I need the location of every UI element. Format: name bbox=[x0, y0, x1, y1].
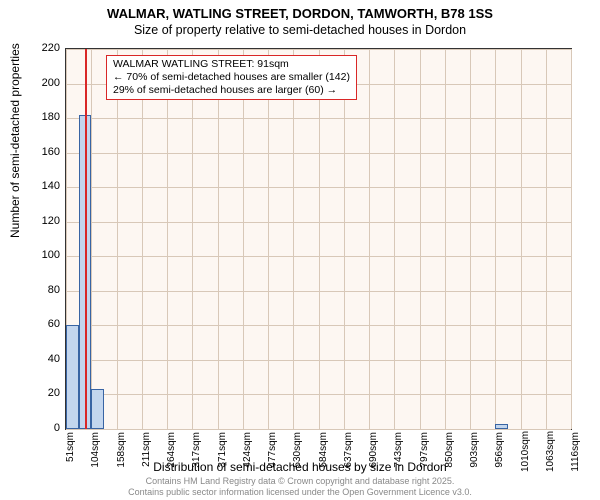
y-tick-label: 140 bbox=[20, 180, 60, 192]
x-tick-label: 743sqm bbox=[393, 432, 404, 472]
x-gridline bbox=[546, 49, 547, 429]
x-tick-label: 956sqm bbox=[494, 432, 505, 472]
y-tick-label: 160 bbox=[20, 146, 60, 158]
x-gridline bbox=[445, 49, 446, 429]
annotation-box: WALMAR WATLING STREET: 91sqm ← 70% of se… bbox=[106, 55, 357, 100]
x-gridline bbox=[319, 49, 320, 429]
footer-line1: Contains HM Land Registry data © Crown c… bbox=[146, 476, 455, 486]
x-gridline bbox=[218, 49, 219, 429]
x-tick-label: 530sqm bbox=[292, 432, 303, 472]
x-tick-label: 264sqm bbox=[166, 432, 177, 472]
x-tick-label: 1116sqm bbox=[570, 432, 581, 472]
y-tick-label: 220 bbox=[20, 42, 60, 54]
x-tick-label: 158sqm bbox=[116, 432, 127, 472]
y-tick-label: 200 bbox=[20, 77, 60, 89]
x-gridline bbox=[420, 49, 421, 429]
x-gridline bbox=[369, 49, 370, 429]
x-gridline bbox=[495, 49, 496, 429]
x-gridline bbox=[571, 49, 572, 429]
x-gridline bbox=[293, 49, 294, 429]
footer-line2: Contains public sector information licen… bbox=[128, 487, 472, 497]
y-tick-label: 180 bbox=[20, 111, 60, 123]
x-gridline bbox=[91, 49, 92, 429]
x-gridline bbox=[142, 49, 143, 429]
plot-area: WALMAR WATLING STREET: 91sqm ← 70% of se… bbox=[65, 48, 572, 430]
y-tick-label: 40 bbox=[20, 353, 60, 365]
histogram-bar bbox=[91, 389, 104, 429]
y-tick-label: 80 bbox=[20, 284, 60, 296]
x-tick-label: 104sqm bbox=[90, 432, 101, 472]
x-tick-label: 51sqm bbox=[65, 432, 76, 472]
x-gridline bbox=[394, 49, 395, 429]
histogram-bar bbox=[495, 424, 508, 429]
x-tick-label: 424sqm bbox=[242, 432, 253, 472]
title-line1: WALMAR, WATLING STREET, DORDON, TAMWORTH… bbox=[107, 6, 493, 21]
title-line2: Size of property relative to semi-detach… bbox=[134, 23, 466, 37]
y-tick-label: 120 bbox=[20, 215, 60, 227]
y-axis-label: Number of semi-detached properties bbox=[8, 43, 22, 238]
x-tick-label: 477sqm bbox=[267, 432, 278, 472]
chart-footer: Contains HM Land Registry data © Crown c… bbox=[0, 476, 600, 498]
y-tick-label: 100 bbox=[20, 249, 60, 261]
x-tick-label: 637sqm bbox=[343, 432, 354, 472]
x-gridline bbox=[268, 49, 269, 429]
annotation-line1: WALMAR WATLING STREET: 91sqm bbox=[113, 58, 350, 71]
x-gridline bbox=[167, 49, 168, 429]
x-gridline bbox=[117, 49, 118, 429]
x-tick-label: 797sqm bbox=[419, 432, 430, 472]
y-tick-label: 60 bbox=[20, 318, 60, 330]
x-tick-label: 584sqm bbox=[318, 432, 329, 472]
annotation-line3: 29% of semi-detached houses are larger (… bbox=[113, 84, 350, 97]
y-tick-label: 20 bbox=[20, 387, 60, 399]
x-gridline bbox=[344, 49, 345, 429]
x-gridline bbox=[192, 49, 193, 429]
property-marker-line bbox=[85, 49, 87, 429]
x-tick-label: 317sqm bbox=[191, 432, 202, 472]
x-tick-label: 211sqm bbox=[141, 432, 152, 472]
histogram-bar bbox=[66, 325, 79, 429]
y-gridline bbox=[66, 429, 571, 430]
x-tick-label: 850sqm bbox=[444, 432, 455, 472]
x-tick-label: 1010sqm bbox=[520, 432, 531, 472]
chart-container: WALMAR, WATLING STREET, DORDON, TAMWORTH… bbox=[0, 0, 600, 500]
annotation-line2: ← 70% of semi-detached houses are smalle… bbox=[113, 71, 350, 84]
x-gridline bbox=[470, 49, 471, 429]
x-tick-label: 690sqm bbox=[368, 432, 379, 472]
y-tick-label: 0 bbox=[20, 422, 60, 434]
x-tick-label: 371sqm bbox=[217, 432, 228, 472]
x-gridline bbox=[243, 49, 244, 429]
x-gridline bbox=[521, 49, 522, 429]
x-tick-label: 1063sqm bbox=[545, 432, 556, 472]
x-tick-label: 903sqm bbox=[469, 432, 480, 472]
chart-title: WALMAR, WATLING STREET, DORDON, TAMWORTH… bbox=[0, 0, 600, 39]
